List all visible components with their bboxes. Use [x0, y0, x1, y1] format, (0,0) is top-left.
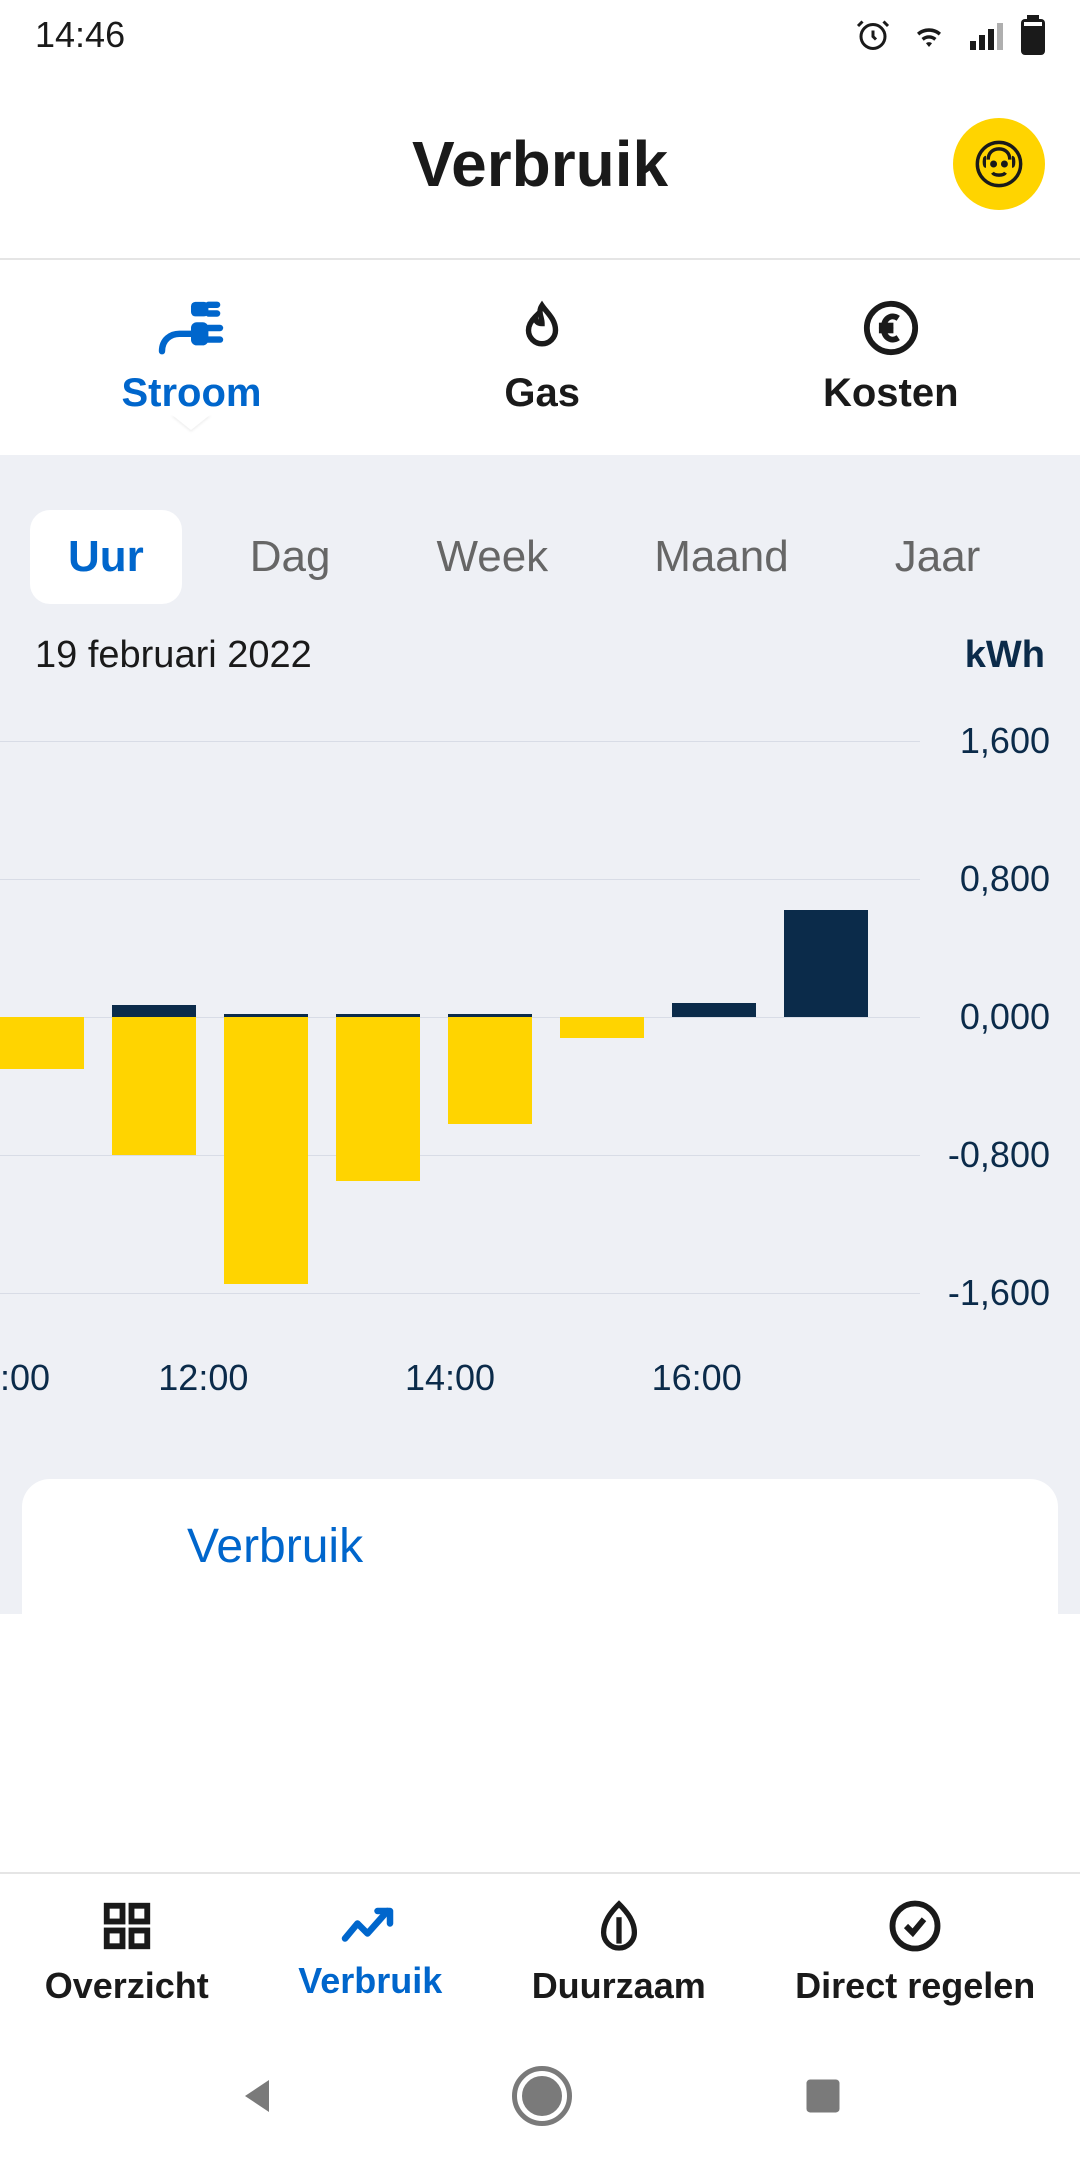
- status-time: 14:46: [35, 14, 125, 56]
- x-axis-label: 12:00: [80, 1357, 327, 1399]
- bar-column[interactable]: [0, 707, 84, 1327]
- signal-icon: [967, 17, 1003, 53]
- alarm-icon: [855, 17, 891, 53]
- category-tabs: Stroom Gas Kosten: [0, 260, 1080, 455]
- bottom-nav: Overzicht Verbruik Duurzaam Direct regel…: [0, 1872, 1080, 2032]
- check-circle-icon: [888, 1899, 942, 1953]
- back-icon[interactable]: [235, 2072, 283, 2120]
- nav-label: Overzicht: [45, 1965, 209, 2007]
- chart-header: 19 februari 2022 kWh: [0, 634, 1080, 677]
- battery-icon: [1021, 15, 1045, 55]
- tab-label: Kosten: [823, 371, 959, 416]
- bar-column[interactable]: [112, 707, 196, 1327]
- bar-negative: [112, 1017, 196, 1155]
- chart-area[interactable]: 1,600 0,800 0,000 -0,800 -1,600: [0, 707, 1080, 1327]
- tab-gas[interactable]: Gas: [504, 299, 580, 416]
- chart-date: 19 februari 2022: [35, 634, 312, 677]
- tab-label: Stroom: [121, 371, 261, 416]
- time-tab-maand[interactable]: Maand: [616, 510, 827, 604]
- system-nav: [0, 2032, 1080, 2160]
- nav-direct-regelen[interactable]: Direct regelen: [795, 1899, 1035, 2007]
- bar-positive: [672, 1003, 756, 1017]
- time-tab-jaar[interactable]: Jaar: [857, 510, 1019, 604]
- bar-column[interactable]: [336, 707, 420, 1327]
- x-axis-label: 14:00: [327, 1357, 574, 1399]
- leaf-icon: [597, 1899, 641, 1953]
- bar-negative: [560, 1017, 644, 1038]
- y-axis-label: 0,800: [960, 858, 1050, 900]
- time-tabs: Uur Dag Week Maand Jaar: [0, 510, 1080, 604]
- status-bar: 14:46: [0, 0, 1080, 70]
- flame-icon: [515, 299, 569, 357]
- bar-column[interactable]: [784, 707, 868, 1327]
- bar-column[interactable]: [672, 707, 756, 1327]
- nav-duurzaam[interactable]: Duurzaam: [532, 1899, 706, 2007]
- bar-column[interactable]: [448, 707, 532, 1327]
- profile-button[interactable]: [953, 118, 1045, 210]
- page-title: Verbruik: [412, 127, 668, 201]
- recents-icon[interactable]: [801, 2074, 845, 2118]
- active-pointer: [171, 414, 211, 430]
- grid-icon: [100, 1899, 154, 1953]
- euro-icon: [862, 299, 920, 357]
- bar-column[interactable]: [224, 707, 308, 1327]
- x-axis: :0012:0014:0016:00: [0, 1327, 1080, 1449]
- nav-label: Duurzaam: [532, 1965, 706, 2007]
- avatar-icon: [973, 138, 1025, 190]
- y-axis-label: 1,600: [960, 720, 1050, 762]
- trend-icon: [340, 1904, 400, 1948]
- bar-positive: [784, 910, 868, 1017]
- y-axis-label: 0,000: [960, 996, 1050, 1038]
- bar-negative: [224, 1017, 308, 1284]
- plug-icon: [156, 299, 226, 357]
- bars-container: [0, 707, 920, 1327]
- y-axis-label: -0,800: [948, 1134, 1050, 1176]
- nav-overzicht[interactable]: Overzicht: [45, 1899, 209, 2007]
- home-icon[interactable]: [512, 2066, 572, 2126]
- tab-kosten[interactable]: Kosten: [823, 299, 959, 416]
- time-tab-dag[interactable]: Dag: [212, 510, 369, 604]
- chart-unit: kWh: [965, 634, 1045, 677]
- verbruik-card[interactable]: Verbruik: [22, 1479, 1058, 1614]
- status-icons: [855, 15, 1045, 55]
- bar-negative: [448, 1017, 532, 1124]
- nav-label: Direct regelen: [795, 1965, 1035, 2007]
- verbruik-card-title: Verbruik: [22, 1519, 1058, 1574]
- wifi-icon: [909, 17, 949, 53]
- time-tab-uur[interactable]: Uur: [30, 510, 182, 604]
- nav-label: Verbruik: [298, 1960, 442, 2002]
- y-axis-label: -1,600: [948, 1272, 1050, 1314]
- bar-negative: [336, 1017, 420, 1181]
- nav-verbruik[interactable]: Verbruik: [298, 1904, 442, 2002]
- tab-stroom[interactable]: Stroom: [121, 299, 261, 416]
- bar-column[interactable]: [560, 707, 644, 1327]
- tab-label: Gas: [504, 371, 580, 416]
- bar-negative: [0, 1017, 84, 1069]
- x-axis-label: :00: [0, 1357, 80, 1399]
- app-header: Verbruik: [0, 70, 1080, 260]
- x-axis-label: 16:00: [573, 1357, 820, 1399]
- content-area: Uur Dag Week Maand Jaar 19 februari 2022…: [0, 455, 1080, 1614]
- time-tab-week[interactable]: Week: [399, 510, 587, 604]
- bar-positive: [112, 1005, 196, 1017]
